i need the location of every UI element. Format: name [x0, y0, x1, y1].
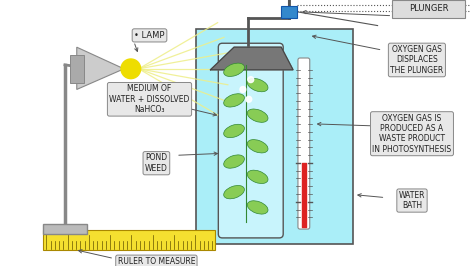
Text: • LAMP: • LAMP [134, 31, 165, 40]
Text: RULER TO MEASURE: RULER TO MEASURE [118, 257, 195, 266]
Ellipse shape [224, 124, 245, 138]
Ellipse shape [247, 78, 268, 92]
Text: PLUNGER: PLUNGER [409, 4, 448, 13]
Circle shape [246, 96, 252, 102]
FancyBboxPatch shape [281, 6, 297, 18]
Ellipse shape [247, 201, 268, 214]
Circle shape [121, 59, 141, 79]
Text: MEDIUM OF
WATER + DISSOLVED
NaHCO₃: MEDIUM OF WATER + DISSOLVED NaHCO₃ [109, 84, 190, 114]
Ellipse shape [247, 140, 268, 153]
FancyBboxPatch shape [392, 0, 465, 18]
Ellipse shape [247, 170, 268, 184]
Polygon shape [210, 47, 293, 70]
Polygon shape [77, 47, 124, 89]
FancyBboxPatch shape [298, 58, 310, 229]
Text: OXYGEN GAS IS
PRODUCED AS A
WASTE PRODUCT
IN PHOTOSYNTHESIS: OXYGEN GAS IS PRODUCED AS A WASTE PRODUC… [373, 114, 452, 154]
Ellipse shape [224, 155, 245, 168]
Ellipse shape [247, 109, 268, 122]
FancyBboxPatch shape [219, 43, 283, 238]
FancyBboxPatch shape [196, 30, 353, 244]
FancyBboxPatch shape [43, 224, 87, 234]
Circle shape [240, 86, 246, 92]
Ellipse shape [224, 94, 245, 107]
Ellipse shape [224, 63, 245, 76]
Text: OXYGEN GAS
DISPLACES
THE PLUNGER: OXYGEN GAS DISPLACES THE PLUNGER [390, 45, 444, 75]
FancyBboxPatch shape [70, 55, 83, 82]
Ellipse shape [224, 185, 245, 199]
FancyBboxPatch shape [43, 230, 215, 250]
Text: POND
WEED: POND WEED [145, 153, 168, 173]
Circle shape [248, 77, 254, 82]
Text: WATER
BATH: WATER BATH [399, 191, 425, 210]
